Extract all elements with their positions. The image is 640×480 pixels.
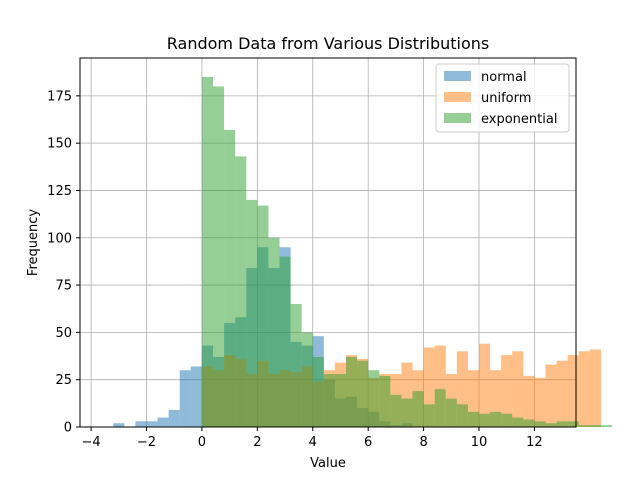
uniform-bar: [545, 364, 557, 427]
normal-bar: [179, 370, 191, 427]
ticks-layer: −4 −2 0 2 4 6 8 10 12 0 25 50 75 100 125 150 175: [47, 89, 543, 450]
series-exponential: [201, 76, 613, 427]
exponential-bar: [268, 237, 280, 427]
y-tick-label: 175: [47, 89, 72, 104]
uniform-bar: [467, 370, 480, 427]
exponential-bar: [279, 256, 291, 427]
uniform-bar: [523, 375, 535, 427]
normal-bar: [190, 366, 202, 427]
exponential-bar: [334, 374, 347, 427]
exponential-bar: [246, 199, 258, 427]
x-tick-label: 2: [253, 435, 261, 450]
exponential-bar: [224, 129, 236, 427]
uniform-bar: [501, 355, 513, 427]
exponential-bar: [445, 398, 457, 427]
x-tick-label: 10: [471, 435, 488, 450]
uniform-bar: [479, 343, 491, 427]
legend-label-exponential: exponential: [481, 112, 557, 127]
exponential-bar: [512, 417, 524, 427]
legend-label-uniform: uniform: [481, 91, 531, 106]
uniform-bar: [456, 351, 468, 427]
exponential-bar: [456, 404, 468, 427]
y-tick-label: 25: [55, 373, 72, 388]
exponential-bar: [390, 394, 402, 427]
exponential-bar: [301, 332, 313, 427]
exponential-bar: [312, 356, 324, 427]
chart-title: Random Data from Various Distributions: [167, 34, 490, 53]
uniform-bar: [567, 355, 579, 427]
grid-layer: [80, 58, 576, 428]
x-tick-label: −2: [137, 435, 156, 450]
x-axis-label: Value: [310, 456, 346, 471]
x-tick-label: 4: [309, 435, 317, 450]
exponential-bar: [235, 156, 247, 427]
exponential-bar: [368, 370, 380, 427]
exponential-bar: [467, 411, 480, 427]
x-tick-label: 0: [198, 435, 206, 450]
uniform-bar: [556, 360, 568, 427]
legend-swatch-uniform: [444, 92, 471, 102]
exponential-bar: [290, 304, 302, 427]
exponential-bar: [401, 398, 413, 427]
y-tick-label: 125: [47, 184, 72, 199]
exponential-bar: [412, 391, 424, 427]
exponential-bar: [567, 421, 579, 427]
exponential-bar: [501, 413, 513, 427]
exponential-bar: [556, 421, 568, 427]
x-tick-label: 12: [526, 435, 543, 450]
exponential-bar: [257, 205, 269, 427]
exponential-bar: [201, 76, 214, 427]
y-tick-label: 75: [55, 279, 72, 294]
y-tick-label: 150: [47, 137, 72, 152]
normal-bar: [157, 417, 169, 427]
x-tick-label: −4: [81, 435, 100, 450]
exponential-bar: [589, 425, 601, 427]
exponential-bar: [423, 404, 435, 427]
uniform-bar: [512, 351, 524, 427]
exponential-bar: [578, 425, 590, 427]
legend-swatch-normal: [444, 71, 471, 81]
exponential-bar: [523, 419, 535, 427]
x-tick-label: 6: [364, 435, 372, 450]
exponential-bar: [379, 375, 391, 427]
exponential-bar: [323, 374, 335, 427]
y-axis-label: Frequency: [26, 209, 41, 276]
exponential-bar: [490, 411, 502, 427]
exponential-bar: [357, 360, 369, 427]
axes-frame: [79, 57, 577, 428]
uniform-bar: [578, 351, 590, 427]
exponential-bar: [479, 413, 491, 427]
normal-bar: [135, 421, 147, 427]
exponential-bar: [545, 423, 557, 427]
uniform-bar: [589, 349, 601, 427]
exponential-bar: [600, 425, 613, 427]
y-tick-label: 0: [64, 421, 72, 436]
x-tick-label: 8: [419, 435, 427, 450]
legend-label-normal: normal: [481, 70, 527, 85]
bars-layer: [113, 76, 613, 427]
exponential-bar: [213, 86, 225, 427]
uniform-bar: [434, 345, 446, 427]
uniform-bar: [534, 377, 546, 427]
uniform-bar: [401, 362, 413, 427]
y-tick-label: 50: [55, 326, 72, 341]
normal-bar: [168, 409, 180, 427]
legend-swatch-exponential: [444, 113, 471, 123]
legend: normal uniform exponential: [435, 63, 570, 133]
exponential-bar: [434, 389, 446, 427]
exponential-bar: [534, 421, 546, 427]
uniform-bar: [490, 370, 502, 427]
normal-bar: [146, 421, 158, 427]
uniform-bar: [423, 347, 435, 427]
y-tick-label: 100: [47, 231, 72, 246]
normal-bar: [113, 423, 125, 427]
exponential-bar: [346, 356, 358, 427]
